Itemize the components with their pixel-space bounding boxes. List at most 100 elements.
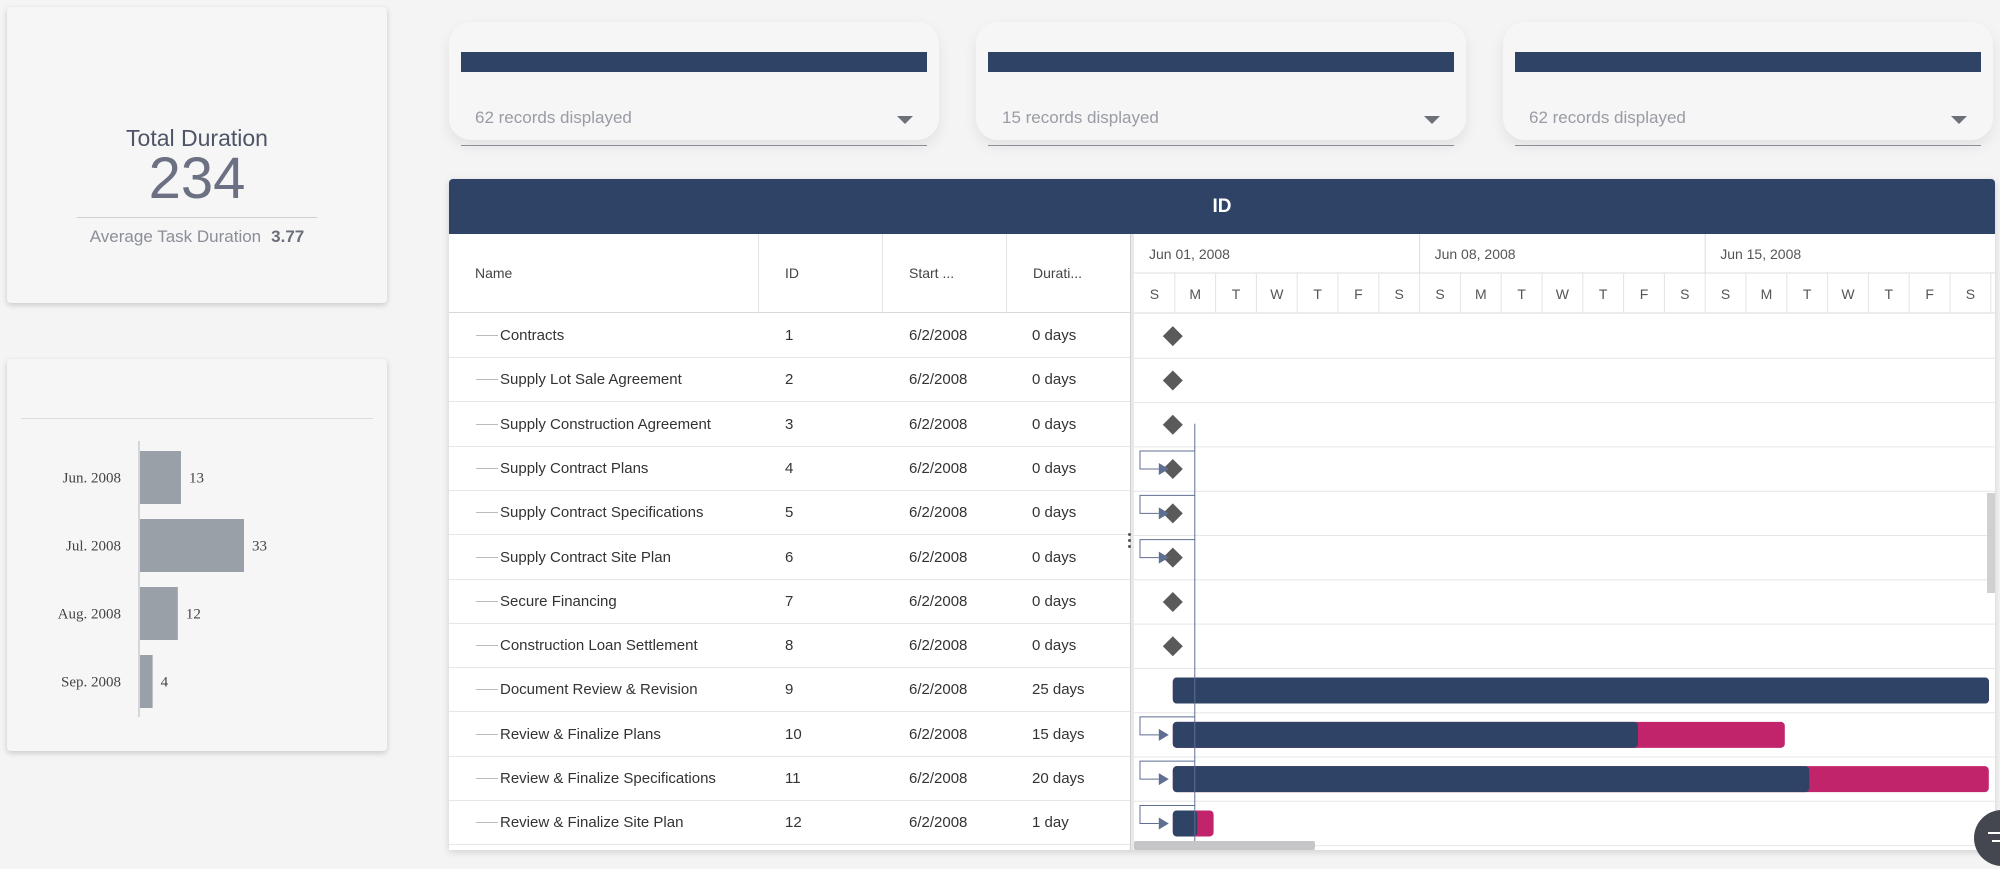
task-start: 6/2/2008 <box>909 504 968 522</box>
vertical-scrollbar[interactable] <box>1987 493 1995 593</box>
task-start: 6/2/2008 <box>909 371 968 389</box>
dropdown-value: 62 records displayed <box>1529 108 1686 127</box>
task-name: Construction Loan Settlement <box>500 637 698 655</box>
milestone-marker[interactable] <box>1162 414 1183 435</box>
task-id: 4 <box>785 459 794 477</box>
records-dropdown-2[interactable]: 15 records displayed <box>988 74 1454 146</box>
chevron-down-icon <box>897 116 913 124</box>
dependency-arrow <box>1158 551 1169 564</box>
task-grid: Name ID Start ... Durati... Contracts 1 6/… <box>449 234 1130 850</box>
task-duration: 0 days <box>1032 415 1077 433</box>
milestone-marker[interactable] <box>1162 326 1183 347</box>
filter-card-1: 62 records displayed <box>449 22 939 146</box>
tree-connector <box>476 822 498 824</box>
task-id: 7 <box>785 592 794 610</box>
task-name: Review & Finalize Plans <box>500 725 661 743</box>
task-start: 6/2/2008 <box>909 725 968 743</box>
tree-connector <box>476 512 498 514</box>
table-row[interactable]: Supply Contract Site Plan 6 6/2/2008 0 days <box>449 536 1130 580</box>
grid-header-row: Name ID Start ... Durati... <box>449 234 1130 313</box>
task-name: Review & Finalize Site Plan <box>500 814 684 832</box>
day-label: T <box>1313 286 1322 302</box>
dependency-arrow <box>1158 728 1169 741</box>
splitter-grip-dot <box>1128 539 1131 542</box>
task-start: 6/2/2008 <box>909 592 968 610</box>
category-label: Jul. 2008 <box>66 539 121 555</box>
data-label: 4 <box>161 675 169 691</box>
category-label: Sep. 2008 <box>61 675 121 691</box>
milestone-marker[interactable] <box>1162 547 1183 568</box>
bar-chart-card: Jun. 2008 13 Jul. 2008 33 Aug. 2008 12 Sep. 20… <box>7 359 387 751</box>
task-id: 5 <box>785 504 794 522</box>
table-row[interactable]: Supply Contract Plans 4 6/2/2008 0 days <box>449 447 1130 491</box>
tree-connector <box>476 645 498 647</box>
column-header-id[interactable]: ID <box>759 234 883 313</box>
dependency-link <box>1139 804 1195 824</box>
dependency-link <box>1139 716 1195 736</box>
dropdown-value: 15 records displayed <box>1002 108 1159 127</box>
milestone-marker[interactable] <box>1162 370 1183 391</box>
dependency-link <box>1139 539 1195 559</box>
task-duration: 0 days <box>1032 504 1077 522</box>
splitter-grip-dot <box>1128 533 1131 536</box>
day-label: S <box>1395 286 1404 302</box>
dependency-arrow <box>1158 817 1169 830</box>
bar <box>140 519 244 572</box>
column-header-start[interactable]: Start ... <box>883 234 1007 313</box>
chevron-down-icon <box>1424 116 1440 124</box>
records-dropdown-3[interactable]: 62 records displayed <box>1515 74 1981 146</box>
day-label: T <box>1599 286 1608 302</box>
milestone-marker[interactable] <box>1162 459 1183 480</box>
table-row[interactable]: Secure Financing 7 6/2/2008 0 days <box>449 580 1130 624</box>
table-row[interactable]: Supply Construction Agreement 3 6/2/2008 0 … <box>449 403 1130 447</box>
table-row[interactable]: Review & Finalize Site Plan 12 6/2/2008 1 d… <box>449 801 1130 846</box>
column-header-name[interactable]: Name <box>449 234 759 313</box>
table-row[interactable]: Construction Loan Settlement 8 6/2/2008 0 d… <box>449 624 1130 669</box>
day-label: M <box>1475 286 1487 302</box>
task-duration: 0 days <box>1032 637 1077 655</box>
table-row[interactable]: Review & Finalize Specifications 11 6/2/20… <box>449 757 1130 801</box>
tree-connector <box>476 335 498 336</box>
chart-header-divider <box>21 418 373 419</box>
table-row[interactable]: Review & Finalize Plans 10 6/2/2008 15 days <box>449 713 1130 757</box>
task-name: Supply Construction Agreement <box>500 415 711 433</box>
task-id: 1 <box>785 327 794 344</box>
task-start: 6/2/2008 <box>909 814 968 832</box>
day-label: S <box>1721 286 1730 302</box>
records-dropdown-1[interactable]: 62 records displayed <box>461 74 927 146</box>
week-label: Jun 08, 2008 <box>1435 246 1516 262</box>
tree-connector <box>476 379 498 381</box>
table-row[interactable]: Supply Lot Sale Agreement 2 6/2/2008 0 days <box>449 358 1130 403</box>
chevron-down-icon <box>1951 116 1967 124</box>
task-progress <box>1172 677 1989 704</box>
kpi-card: Total Duration 234 Average Task Duration… <box>7 7 387 303</box>
task-name: Supply Contract Plans <box>500 459 649 477</box>
dependency-link <box>1139 494 1195 514</box>
day-label: F <box>1925 286 1934 302</box>
panel-splitter[interactable] <box>1128 234 1134 850</box>
table-row[interactable]: Contracts 1 6/2/2008 0 days <box>449 314 1130 358</box>
task-id: 12 <box>785 814 802 832</box>
milestone-marker[interactable] <box>1162 636 1183 657</box>
column-header-duration[interactable]: Durati... <box>1033 265 1083 281</box>
filter-header-band <box>988 52 1454 72</box>
table-row[interactable]: Supply Contract Specifications 5 6/2/2008 0… <box>449 491 1130 536</box>
day-label: T <box>1885 286 1894 302</box>
task-name: Review & Finalize Specifications <box>500 770 716 787</box>
kpi-sub-value: 3.77 <box>271 227 305 246</box>
task-duration: 0 days <box>1032 548 1077 566</box>
task-duration: 0 days <box>1032 592 1077 610</box>
milestone-marker[interactable] <box>1162 591 1183 612</box>
day-label: F <box>1640 286 1649 302</box>
task-id: 6 <box>785 548 794 566</box>
day-label: T <box>1517 286 1526 302</box>
data-label: 33 <box>252 539 267 555</box>
week-label: Jun 01, 2008 <box>1149 246 1230 262</box>
day-label: W <box>1556 286 1570 302</box>
table-row[interactable]: Document Review & Revision 9 6/2/2008 25 da… <box>449 668 1130 713</box>
task-duration: 20 days <box>1032 770 1085 787</box>
milestone-marker[interactable] <box>1162 503 1183 524</box>
filter-card-3: 62 records displayed <box>1503 22 1993 146</box>
bar <box>140 587 178 640</box>
horizontal-scrollbar[interactable] <box>1134 841 1315 850</box>
